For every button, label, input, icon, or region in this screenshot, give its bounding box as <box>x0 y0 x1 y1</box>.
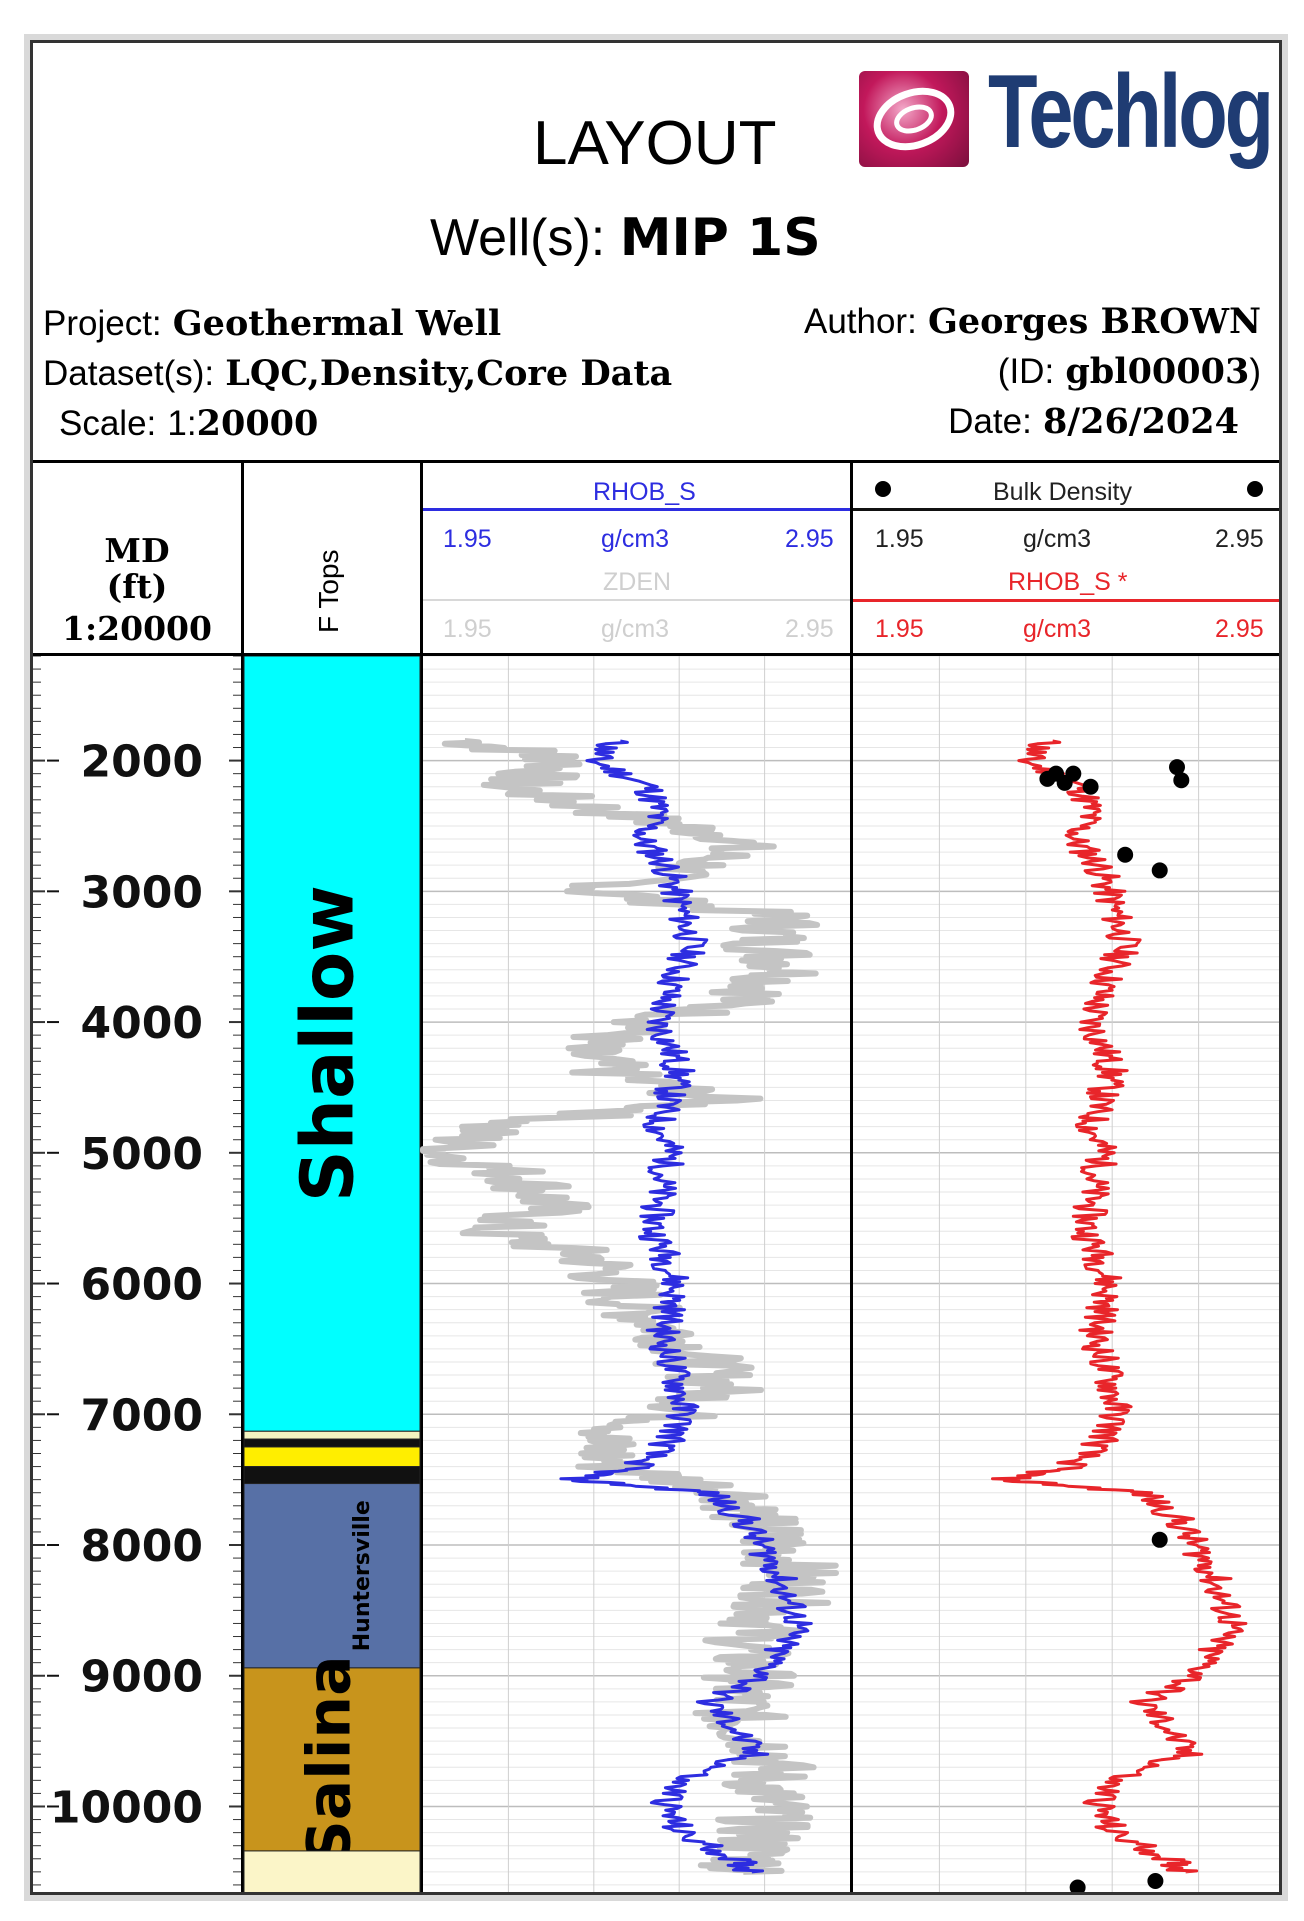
dataset-info: Dataset(s): LQC,Density,Core Data <box>43 353 672 394</box>
bulk-density-point <box>1169 759 1185 776</box>
date-value: 8/26/2024 <box>1042 401 1239 442</box>
scale-prefix: 1: <box>167 404 197 443</box>
md-tick-label: 8000 <box>81 1521 203 1572</box>
tops-track-border <box>420 460 423 1892</box>
zone-band <box>243 1466 421 1485</box>
zone-label-shallow: Shallow <box>286 885 370 1202</box>
md-tick-label: 2000 <box>81 737 203 788</box>
md-tick-label: 10000 <box>50 1782 203 1833</box>
id-info: (ID: gbl00003) <box>998 351 1261 392</box>
log-body: 2000 3000 4000 5000 6000 7000 8000 9000 10000 Sha… <box>33 656 1279 1892</box>
bulk-density-point <box>1069 1879 1086 1892</box>
md-track-border <box>241 460 244 1892</box>
project-label: Project: <box>43 304 162 343</box>
rhob-s-star-header-line <box>853 599 1279 602</box>
rhob-s-max: 2.95 <box>785 525 834 553</box>
md-tick-label: 4000 <box>81 998 203 1049</box>
rhob-s-star-curve <box>991 739 1248 1874</box>
rhob-s-star-curve-name: RHOB_S * <box>1008 568 1128 596</box>
rhob-s-header-line <box>423 508 850 511</box>
bulk-density-point <box>1147 1873 1164 1890</box>
rhob-s-curve <box>559 739 813 1874</box>
rhob-s-star-min: 1.95 <box>875 615 924 643</box>
track-header-divider <box>33 653 1279 656</box>
md-header-line1: MD <box>104 531 170 570</box>
author-value: Georges BROWN <box>927 301 1261 342</box>
zone-label-huntersville: Huntersville <box>350 1500 375 1651</box>
md-header-scale: 1:20000 <box>62 609 212 648</box>
bulk-density-min: 1.95 <box>875 525 924 553</box>
zone-salina <box>243 1667 421 1852</box>
bulk-density-curve-name: Bulk Density <box>993 478 1132 506</box>
bulk-density-unit: g/cm3 <box>1023 525 1092 553</box>
zone-band <box>243 1438 421 1448</box>
dataset-value: LQC,Density,Core Data <box>225 353 673 394</box>
id-label: (ID: <box>997 352 1055 391</box>
id-value: gbl00003 <box>1065 351 1250 392</box>
md-tick-label: 3000 <box>81 867 203 918</box>
zone-label-salina: Salina <box>295 1655 365 1863</box>
zden-curve-name: ZDEN <box>603 568 672 596</box>
md-tick-label: 7000 <box>81 1390 203 1441</box>
rhob-s-star-max: 2.95 <box>1215 615 1264 643</box>
zden-header-line <box>423 599 850 601</box>
md-tick-label: 5000 <box>81 1129 203 1180</box>
date-label: Date: <box>948 402 1032 441</box>
md-header: MD (ft) 1:20000 <box>33 533 241 647</box>
scale-label: Scale: <box>59 404 157 443</box>
zden-unit: g/cm3 <box>601 615 670 643</box>
bulk-density-legend-dot-right <box>1247 481 1263 497</box>
dataset-label: Dataset(s): <box>43 354 215 393</box>
zone-band <box>243 1430 421 1440</box>
well-line: Well(s): MIP 1S <box>430 208 821 268</box>
rhob-s-unit: g/cm3 <box>601 525 670 553</box>
zone-band <box>243 1446 421 1468</box>
techlog-logo-text: Techlog <box>988 54 1274 170</box>
bulk-density-point <box>1039 770 1056 787</box>
bulk-density-point <box>1151 1531 1168 1548</box>
layout-title: LAYOUT <box>533 109 777 178</box>
rhob-s-star-unit: g/cm3 <box>1023 615 1092 643</box>
date-info: Date: 8/26/2024 <box>948 401 1239 442</box>
md-tick-label: 9000 <box>81 1652 203 1703</box>
zone-shallow <box>243 656 421 1432</box>
rhob-s-curve-name: RHOB_S <box>593 478 696 506</box>
tops-header: F Tops <box>313 549 344 633</box>
zone-band <box>243 1850 421 1892</box>
author-label: Author: <box>803 302 917 341</box>
bulk-density-header-line <box>853 508 1279 511</box>
header-divider <box>33 460 1279 463</box>
project-value: Geothermal Well <box>172 303 502 344</box>
scale-value: 20000 <box>196 403 319 444</box>
rhob-s-min: 1.95 <box>443 525 492 553</box>
log-layout-frame: LAYOUT Techlog Well(s): MIP 1S Project: … <box>30 40 1282 1895</box>
md-tick-label: 6000 <box>81 1260 203 1311</box>
bulk-density-point <box>1082 778 1099 795</box>
track1-border <box>850 460 853 1892</box>
zone-huntersville <box>243 1483 421 1669</box>
bulk-density-point <box>1151 862 1168 879</box>
techlog-logo-icon <box>859 71 969 167</box>
zden-max: 2.95 <box>785 615 834 643</box>
well-value: MIP 1S <box>619 208 821 268</box>
bulk-density-legend-dot-left <box>875 481 891 497</box>
zden-min: 1.95 <box>443 615 492 643</box>
well-label: Well(s): <box>430 209 606 267</box>
bulk-density-point <box>1117 846 1134 863</box>
bulk-density-point <box>1173 772 1190 789</box>
id-close: ) <box>1249 352 1261 391</box>
bulk-density-max: 2.95 <box>1215 525 1264 553</box>
md-header-line2: (ft) <box>106 567 168 606</box>
scale-info: Scale: 1:20000 <box>59 403 318 444</box>
project-info: Project: Geothermal Well <box>43 303 501 344</box>
author-info: Author: Georges BROWN <box>804 301 1261 342</box>
bulk-density-point <box>1056 774 1073 791</box>
